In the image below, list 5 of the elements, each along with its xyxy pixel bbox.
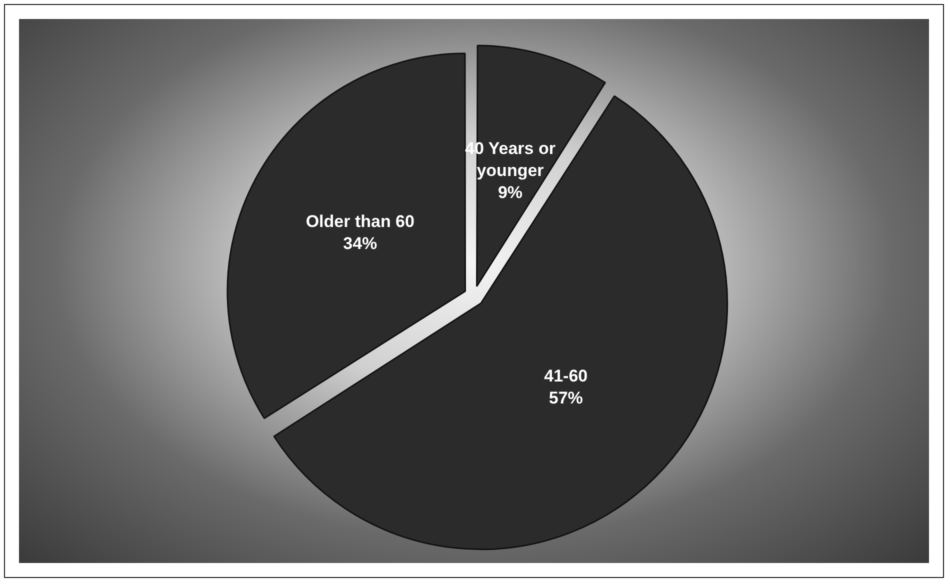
slice-label: Older than 60: [306, 212, 414, 232]
data-label: 9%: [498, 182, 523, 202]
data-label: 57%: [548, 388, 583, 408]
slice-label: 41-60: [544, 366, 588, 386]
data-label: 34%: [343, 234, 378, 254]
